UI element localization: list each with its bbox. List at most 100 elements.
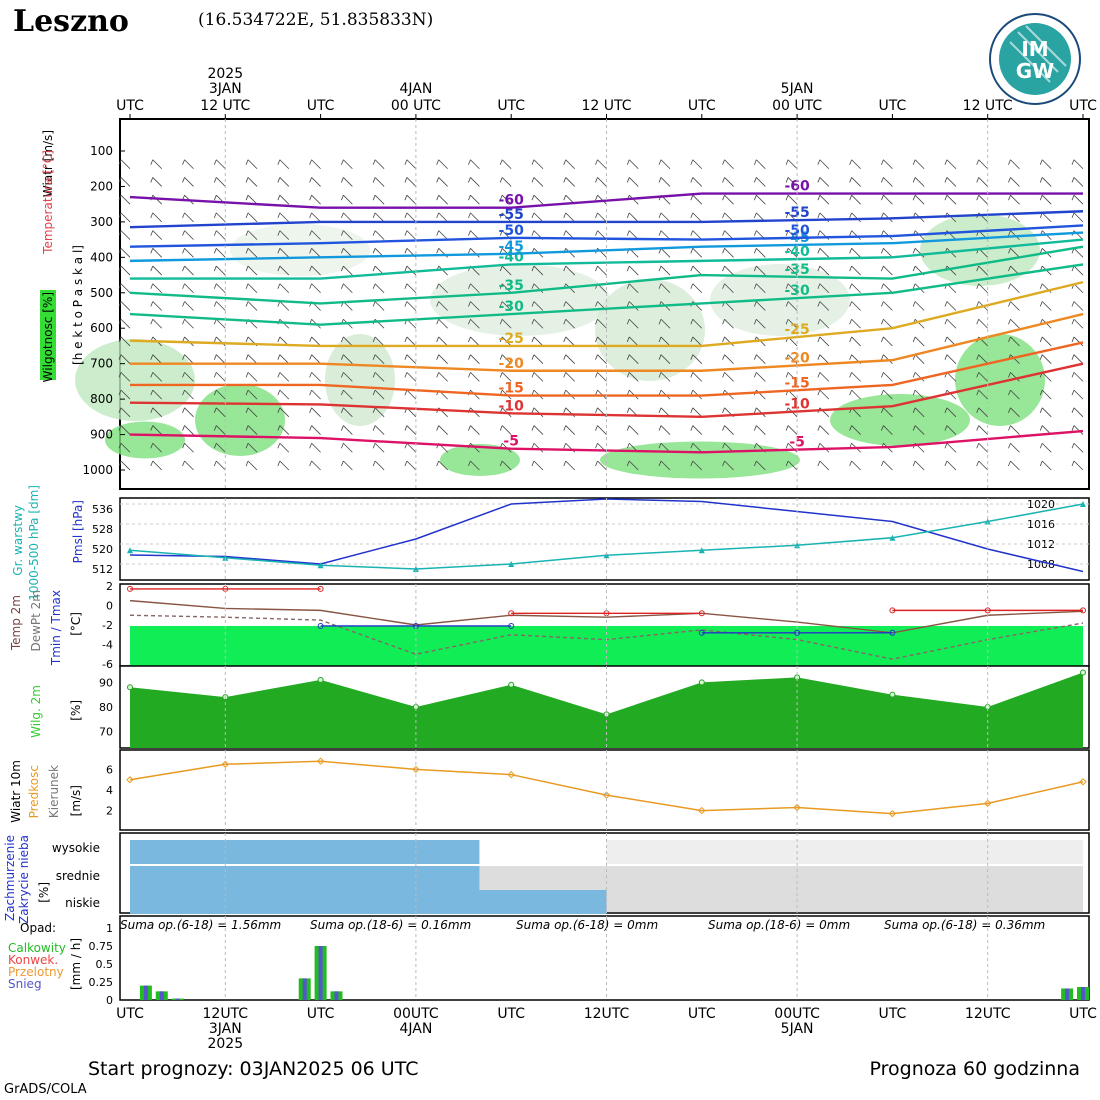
wind-barb	[1071, 336, 1084, 347]
barb-shaft	[374, 389, 385, 400]
barb-flag	[404, 443, 408, 449]
barb-shaft	[883, 407, 893, 418]
bottom-date-day: 5JAN	[781, 1021, 814, 1037]
wind-barb	[976, 389, 988, 400]
barb-shaft	[184, 354, 194, 364]
barb-flag	[881, 212, 884, 219]
wind-barb	[309, 248, 321, 258]
wind-barb	[849, 248, 861, 258]
top-date-day: 5JAN	[781, 81, 814, 97]
barb-flag	[150, 407, 154, 413]
barb-shaft	[883, 248, 893, 258]
wind-barb	[881, 283, 893, 294]
wind-barb	[753, 372, 766, 382]
barb-shaft	[216, 442, 226, 453]
wind-barb	[213, 407, 226, 418]
wind-barb	[690, 248, 703, 258]
barb-shaft	[692, 230, 703, 240]
wind-barb	[881, 301, 893, 311]
wind-barb	[468, 283, 480, 294]
barb-shaft	[216, 372, 226, 382]
barb-flag	[404, 389, 408, 396]
wind-barb	[531, 354, 544, 364]
isotherm-label: -25	[499, 331, 524, 347]
wind-barb	[1039, 301, 1052, 311]
barb-shaft	[247, 248, 258, 258]
barb-shaft	[565, 336, 576, 347]
wind-barb	[118, 336, 131, 347]
wind-barb	[436, 177, 448, 187]
barb-flag	[658, 212, 662, 219]
barb-shaft	[756, 318, 766, 329]
isotherm-label: -20	[784, 350, 810, 366]
wind-barb	[182, 212, 194, 223]
wind-barb	[531, 265, 544, 276]
barb-shaft	[1073, 442, 1084, 453]
barb-shaft	[819, 177, 830, 187]
barb-shaft	[152, 265, 163, 276]
barb-shaft	[406, 194, 417, 205]
barb-flag	[563, 425, 567, 431]
barb-shaft	[120, 318, 131, 329]
humidity-blob	[595, 279, 705, 381]
wind-barb	[150, 212, 163, 223]
wind-barb	[1008, 230, 1020, 240]
wind-barb	[118, 389, 131, 400]
barb-shaft	[851, 248, 861, 258]
rh-marker	[508, 681, 515, 688]
barb-shaft	[883, 194, 893, 205]
barb-shaft	[883, 159, 893, 170]
barb-shaft	[406, 460, 417, 471]
barb-shaft	[216, 283, 226, 294]
isotherm-label: -15	[499, 381, 524, 397]
barb-flag	[976, 177, 980, 183]
wind-barb	[404, 442, 417, 453]
barb-shaft	[946, 442, 957, 453]
wind-barb	[881, 194, 893, 205]
barb-shaft	[787, 372, 798, 382]
barb-flag	[531, 301, 535, 307]
wind-speed-marker	[602, 791, 611, 799]
barb-shaft	[216, 230, 226, 240]
barb-shaft	[724, 177, 734, 187]
wind-barb	[849, 336, 861, 347]
barb-shaft	[470, 425, 480, 435]
barb-shaft	[660, 318, 671, 329]
wind-barb	[976, 425, 988, 435]
barb-shaft	[216, 425, 226, 435]
wind-barb	[372, 159, 385, 170]
barb-flag	[118, 283, 122, 289]
wind-barb	[245, 442, 258, 453]
wind-barb	[182, 301, 194, 311]
barb-flag	[1008, 460, 1011, 467]
barb-flag	[690, 248, 694, 254]
cloud-layer-band	[606, 890, 1083, 912]
barb-flag	[690, 265, 694, 272]
isotherm-line	[129, 231, 1084, 263]
wind-barb	[118, 372, 131, 382]
label-clouds: Zachmurzenie	[3, 835, 17, 921]
barb-flag	[340, 248, 344, 254]
barb-flag	[753, 460, 757, 467]
barb-flag	[150, 212, 154, 219]
cloud-layer-band	[130, 840, 480, 864]
wind-barb	[563, 336, 576, 347]
bottom-tick-label: 12UTC	[965, 1006, 1011, 1022]
barb-shaft	[120, 230, 131, 240]
barb-flag	[817, 159, 821, 165]
barb-shaft	[660, 265, 671, 276]
wind-barb	[150, 460, 163, 471]
barb-shaft	[660, 460, 671, 471]
wind-barb	[340, 354, 353, 364]
barb-shaft	[660, 425, 671, 435]
wind-barb	[277, 283, 290, 294]
barb-flag	[372, 230, 376, 236]
label-speed: Predkosc	[27, 765, 41, 818]
wind-barb	[595, 318, 607, 329]
barb-flag	[118, 195, 122, 201]
wind-barb	[499, 460, 512, 471]
wind-barb	[817, 248, 830, 258]
barb-flag	[182, 389, 185, 396]
